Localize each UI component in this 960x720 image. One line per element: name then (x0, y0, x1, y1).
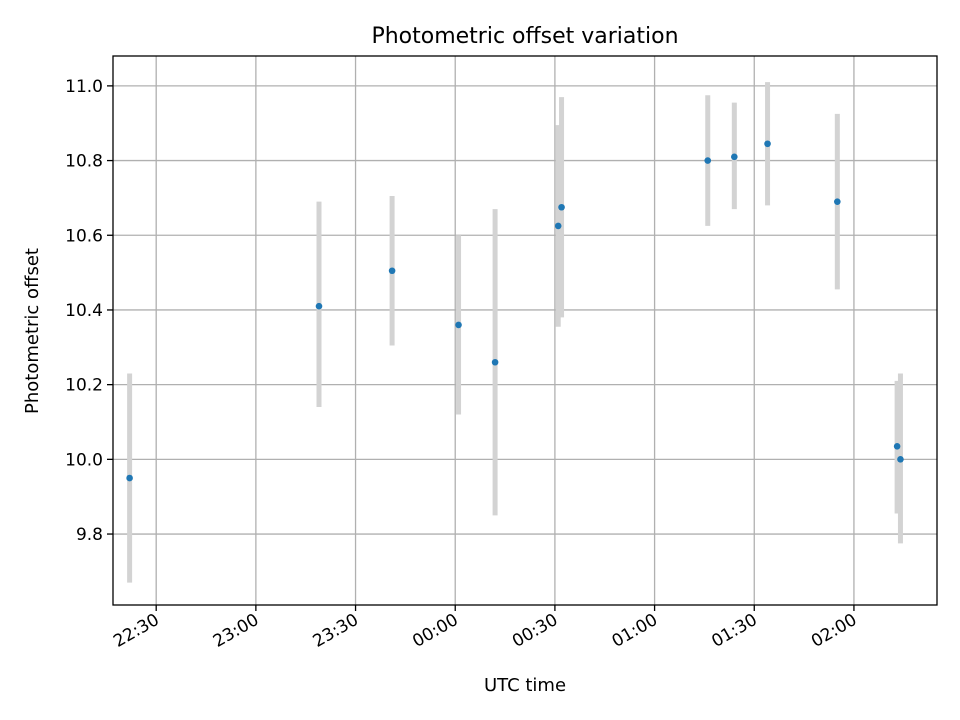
data-point (315, 302, 323, 310)
data-point (388, 267, 396, 275)
data-point (554, 222, 562, 230)
grid (113, 56, 937, 605)
x-tick-label: 23:00 (210, 610, 262, 652)
data-point (897, 456, 904, 463)
x-tick-label: 01:30 (708, 610, 760, 652)
y-tick-label: 9.8 (76, 525, 103, 545)
y-tick-label: 10.6 (65, 226, 103, 246)
data-point (834, 198, 841, 205)
data-point (704, 157, 712, 164)
data-point (731, 153, 738, 161)
x-tick-label: 00:30 (509, 610, 561, 652)
y-tick-label: 11.0 (65, 77, 103, 97)
plot-frame (112, 55, 938, 606)
x-tick-label: 01:00 (609, 610, 661, 652)
x-axis-ticks: 22:30 23:00 23:30 00:00 00:30 01:00 01:30 02:00 (110, 605, 860, 652)
data-point (455, 321, 462, 329)
x-tick-label: 23:30 (310, 610, 362, 652)
y-axis-ticks: 9.8 10.0 10.2 10.4 10.6 10.8 11.0 (65, 77, 113, 545)
y-tick-label: 10.2 (65, 376, 103, 396)
data-point (764, 140, 771, 148)
x-tick-label: 22:30 (110, 610, 162, 652)
chart-title: Photometric offset variation (371, 24, 678, 49)
data-point (126, 474, 133, 482)
data-point (558, 203, 565, 211)
error-bars (127, 82, 903, 583)
y-axis-label: Photometric offset (22, 248, 43, 414)
data-points (126, 140, 904, 482)
y-tick-label: 10.8 (65, 152, 103, 172)
y-tick-label: 10.4 (65, 301, 103, 321)
y-tick-label: 10.0 (65, 450, 103, 470)
data-point (491, 358, 499, 366)
x-tick-label: 00:00 (409, 610, 461, 652)
data-point (893, 442, 901, 450)
x-tick-label: 02:00 (808, 610, 860, 652)
x-axis-label: UTC time (484, 675, 566, 696)
